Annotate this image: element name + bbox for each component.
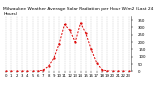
Text: Milwaukee Weather Average Solar Radiation per Hour W/m2 (Last 24 Hours): Milwaukee Weather Average Solar Radiatio… [3,7,154,16]
